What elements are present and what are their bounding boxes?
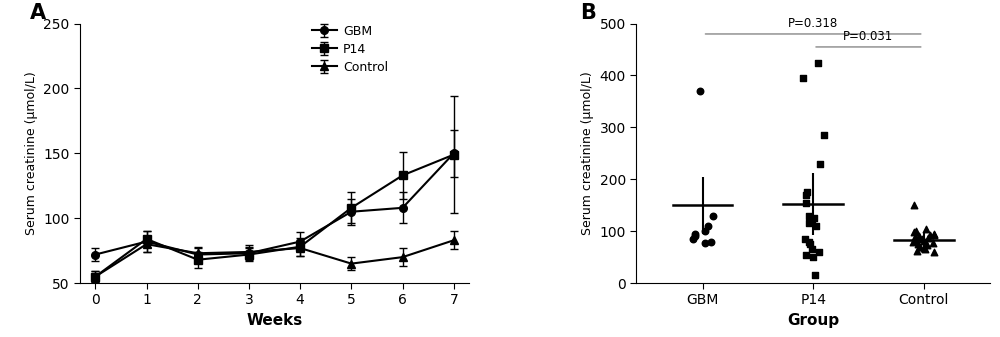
Text: P=0.031: P=0.031 (843, 30, 894, 43)
Y-axis label: Serum creatinine (μmol/L): Serum creatinine (μmol/L) (581, 71, 594, 235)
Point (801, 221, 817, 226)
Point (810, 60, 826, 65)
Point (798, 252, 814, 257)
Point (910, 241, 926, 247)
Point (801, 213, 817, 218)
Point (697, 240, 713, 245)
X-axis label: Group: Group (787, 313, 839, 328)
Point (703, 239, 719, 244)
Point (919, 243, 935, 248)
Point (918, 226, 934, 231)
Point (906, 203, 922, 208)
Point (697, 228, 713, 234)
Point (700, 223, 716, 229)
Point (687, 234, 703, 239)
Point (926, 249, 942, 255)
Point (811, 249, 827, 255)
Point (916, 245, 932, 250)
Point (795, 75, 811, 81)
Point (922, 233, 938, 238)
Point (705, 213, 721, 218)
Point (909, 248, 925, 254)
Text: P=0.318: P=0.318 (788, 17, 838, 30)
Point (917, 247, 933, 252)
Point (801, 239, 817, 244)
Point (905, 239, 921, 244)
Point (798, 192, 814, 197)
Point (798, 200, 814, 205)
Point (805, 254, 821, 260)
Point (908, 228, 924, 234)
Point (692, 88, 708, 94)
Point (804, 218, 820, 223)
Point (906, 229, 922, 235)
Point (802, 241, 818, 247)
Point (799, 189, 815, 195)
Point (926, 231, 942, 237)
Point (907, 237, 923, 243)
Point (808, 223, 824, 229)
Point (804, 247, 820, 252)
Point (807, 273, 823, 278)
Point (907, 235, 923, 240)
Point (806, 216, 822, 221)
Point (926, 232, 942, 238)
Legend: GBM, P14, Control: GBM, P14, Control (312, 25, 388, 74)
Point (816, 132, 832, 138)
Point (911, 234, 927, 239)
Point (687, 231, 703, 237)
Point (925, 240, 941, 245)
Text: B: B (580, 3, 596, 23)
Point (916, 238, 932, 243)
X-axis label: Weeks: Weeks (246, 313, 303, 328)
Point (914, 236, 930, 242)
Point (912, 244, 928, 249)
Point (797, 236, 813, 242)
Point (920, 235, 936, 241)
Point (685, 236, 701, 242)
Y-axis label: Serum creatinine (μmol/L): Serum creatinine (μmol/L) (25, 71, 38, 235)
Text: A: A (29, 3, 46, 23)
Point (812, 161, 828, 166)
